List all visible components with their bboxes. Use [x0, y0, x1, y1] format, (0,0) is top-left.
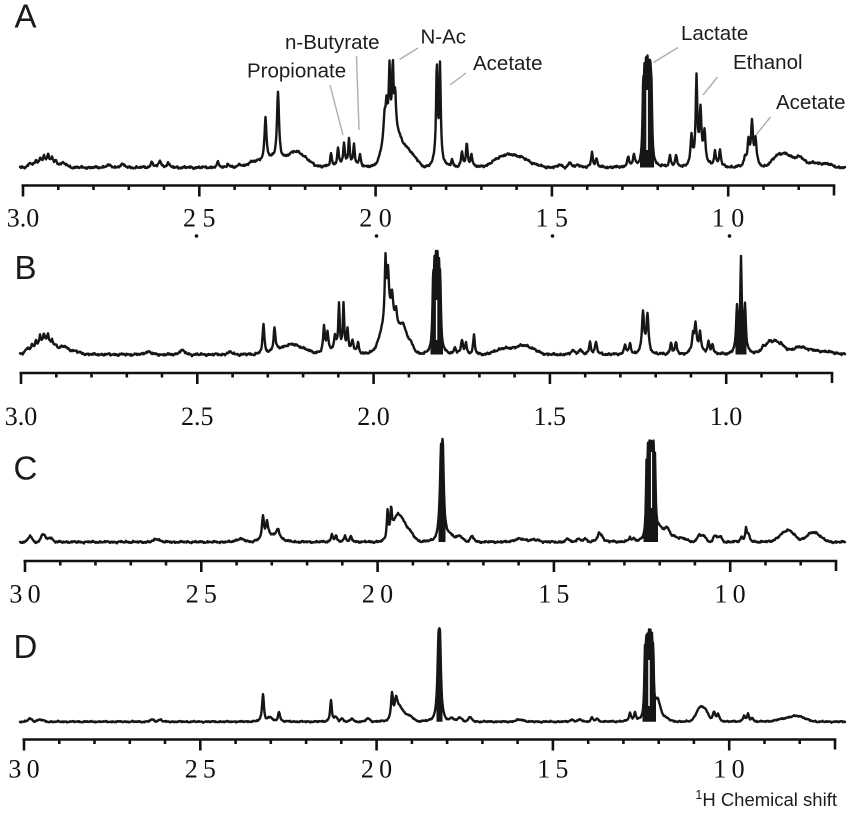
svg-text:2 5: 2 5: [183, 204, 216, 233]
svg-text:1.0: 1.0: [710, 402, 743, 431]
svg-text:2 0: 2 0: [361, 755, 392, 784]
svg-text:Lactate: Lactate: [681, 22, 748, 45]
svg-text:1.5: 1.5: [534, 402, 567, 431]
svg-text:3.0: 3.0: [7, 204, 40, 233]
svg-text:1 5: 1 5: [538, 580, 569, 609]
svg-text:2 5: 2 5: [185, 755, 216, 784]
svg-text:Acetate: Acetate: [776, 91, 846, 114]
svg-text:1 0: 1 0: [712, 204, 745, 233]
svg-text:C: C: [14, 450, 38, 487]
svg-text:2 5: 2 5: [186, 580, 217, 609]
svg-text:1 5: 1 5: [536, 204, 569, 233]
svg-text:3 0: 3 0: [9, 580, 40, 609]
svg-text:3.0: 3.0: [5, 402, 38, 431]
svg-text:Acetate: Acetate: [473, 52, 543, 75]
svg-text:2 0: 2 0: [359, 204, 392, 233]
svg-text:3 0: 3 0: [8, 755, 39, 784]
svg-text:D: D: [14, 628, 38, 665]
svg-text:2 0: 2 0: [362, 580, 393, 609]
svg-text:Ethanol: Ethanol: [733, 51, 803, 74]
svg-text:1 0: 1 0: [713, 755, 744, 784]
svg-text:A: A: [15, 0, 37, 34]
svg-text:1 0: 1 0: [714, 580, 745, 609]
svg-text:2.0: 2.0: [357, 402, 390, 431]
svg-text:n-Butyrate: n-Butyrate: [285, 31, 380, 54]
svg-text:1H Chemical shift: 1H Chemical shift: [695, 788, 837, 810]
svg-text:B: B: [15, 249, 37, 286]
svg-text:1 5: 1 5: [537, 755, 568, 784]
svg-text:Propionate: Propionate: [247, 60, 346, 83]
svg-text:N-Ac: N-Ac: [421, 26, 467, 49]
svg-text:2.5: 2.5: [181, 402, 214, 431]
